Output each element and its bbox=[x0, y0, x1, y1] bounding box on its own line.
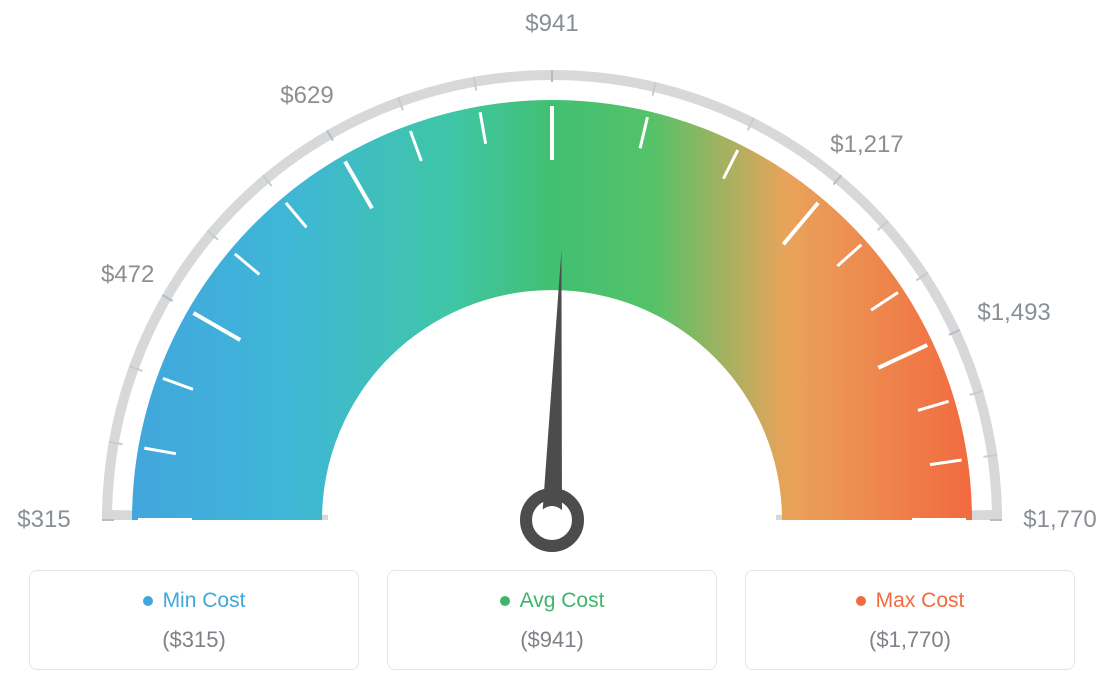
legend-dot-max bbox=[856, 596, 866, 606]
legend-card-min: Min Cost ($315) bbox=[29, 570, 359, 670]
legend-value-avg: ($941) bbox=[398, 627, 706, 653]
legend-dot-avg bbox=[500, 596, 510, 606]
gauge-tick-label: $1,493 bbox=[977, 299, 1050, 327]
gauge-tick-label: $629 bbox=[280, 82, 333, 110]
legend-dot-min bbox=[143, 596, 153, 606]
legend-card-avg: Avg Cost ($941) bbox=[387, 570, 717, 670]
legend-row: Min Cost ($315) Avg Cost ($941) Max Cost… bbox=[0, 570, 1104, 670]
gauge-tick-label: $472 bbox=[101, 261, 154, 289]
gauge-svg bbox=[0, 0, 1104, 560]
gauge-tick-label: $1,217 bbox=[830, 131, 903, 159]
cost-gauge-widget: $315 $472 $629 $941 $1,217 $1,493 $1,770 Min C… bbox=[0, 0, 1104, 690]
legend-label-max: Max Cost bbox=[876, 589, 965, 613]
legend-label-avg: Avg Cost bbox=[520, 589, 605, 613]
legend-value-max: ($1,770) bbox=[756, 627, 1064, 653]
legend-label-min: Min Cost bbox=[163, 589, 246, 613]
gauge-tick-label: $1,770 bbox=[1023, 506, 1096, 534]
gauge-area: $315 $472 $629 $941 $1,217 $1,493 $1,770 bbox=[0, 0, 1104, 560]
gauge-tick-label: $941 bbox=[525, 10, 578, 38]
gauge-tick-label: $315 bbox=[17, 506, 70, 534]
legend-card-max: Max Cost ($1,770) bbox=[745, 570, 1075, 670]
legend-value-min: ($315) bbox=[40, 627, 348, 653]
